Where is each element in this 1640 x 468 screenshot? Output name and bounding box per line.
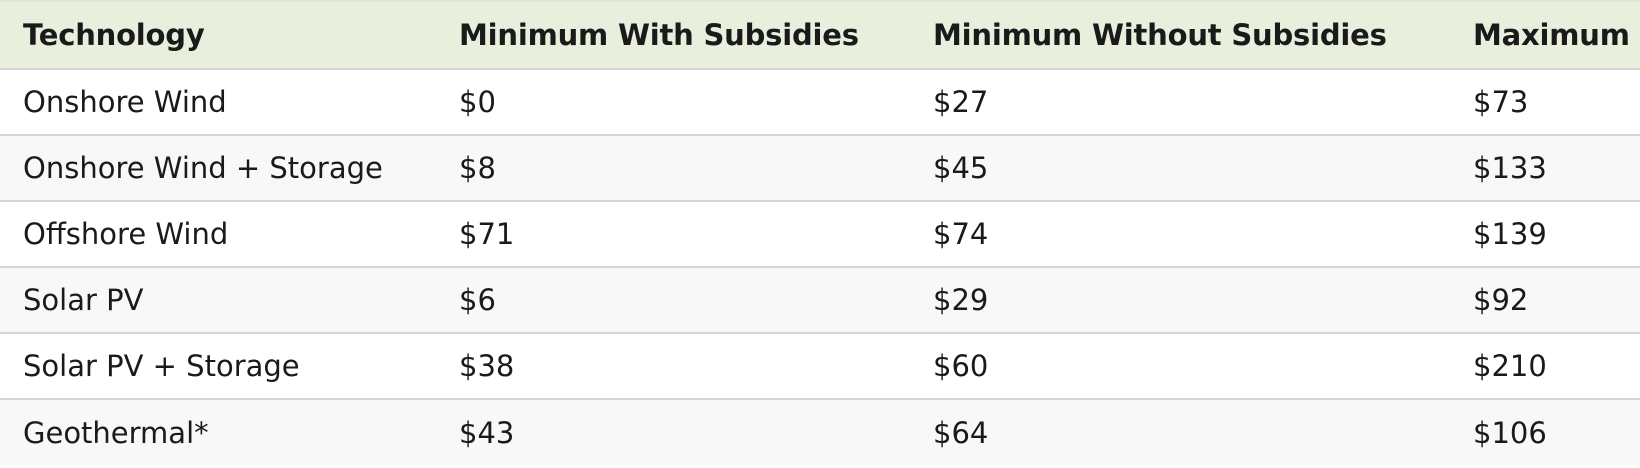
cell-min-without-subsidies: $74 — [933, 217, 989, 251]
cell-maximum: $133 — [1473, 151, 1547, 185]
table-row: Onshore Wind + Storage $8 $45 $133 — [0, 135, 1640, 201]
cell-min-without-subsidies: $60 — [933, 349, 989, 383]
cell-maximum: $139 — [1473, 217, 1547, 251]
cell-min-without-subsidies: $45 — [933, 151, 989, 185]
cell-min-with-subsidies: $38 — [459, 349, 515, 383]
table-body: Onshore Wind $0 $27 $73 Onshore Wind + S… — [0, 69, 1640, 465]
table-row: Onshore Wind $0 $27 $73 — [0, 69, 1640, 135]
cell-maximum: $106 — [1473, 415, 1547, 450]
header-maximum: Maximum — [1473, 18, 1630, 52]
table-row: Geothermal* $43 $64 $106 — [0, 399, 1640, 465]
table-row: Solar PV + Storage $38 $60 $210 — [0, 333, 1640, 399]
cell-min-with-subsidies: $8 — [459, 151, 496, 185]
cell-min-without-subsidies: $27 — [933, 85, 989, 119]
cell-min-without-subsidies: $64 — [933, 415, 989, 450]
header-min-with-subsidies: Minimum With Subsidies — [459, 18, 859, 52]
header-min-without-subsidies: Minimum Without Subsidies — [933, 18, 1387, 52]
cell-min-with-subsidies: $6 — [459, 283, 496, 317]
cell-min-with-subsidies: $71 — [459, 217, 515, 251]
cell-technology: Solar PV + Storage — [23, 349, 300, 383]
table-row: Solar PV $6 $29 $92 — [0, 267, 1640, 333]
cell-technology: Geothermal* — [23, 415, 209, 450]
cell-min-without-subsidies: $29 — [933, 283, 989, 317]
cell-min-with-subsidies: $43 — [459, 415, 515, 450]
header-technology: Technology — [23, 18, 205, 52]
table-row: Offshore Wind $71 $74 $139 — [0, 201, 1640, 267]
header-row: Technology Minimum With Subsidies Minimu… — [0, 1, 1640, 69]
cell-technology: Offshore Wind — [23, 217, 229, 251]
cell-maximum: $210 — [1473, 349, 1547, 383]
cell-maximum: $73 — [1473, 85, 1529, 119]
table-header: Technology Minimum With Subsidies Minimu… — [0, 1, 1640, 69]
cell-maximum: $92 — [1473, 283, 1529, 317]
cell-technology: Solar PV — [23, 283, 144, 317]
cell-technology: Onshore Wind — [23, 85, 227, 119]
cell-technology: Onshore Wind + Storage — [23, 151, 383, 185]
cell-min-with-subsidies: $0 — [459, 85, 496, 119]
